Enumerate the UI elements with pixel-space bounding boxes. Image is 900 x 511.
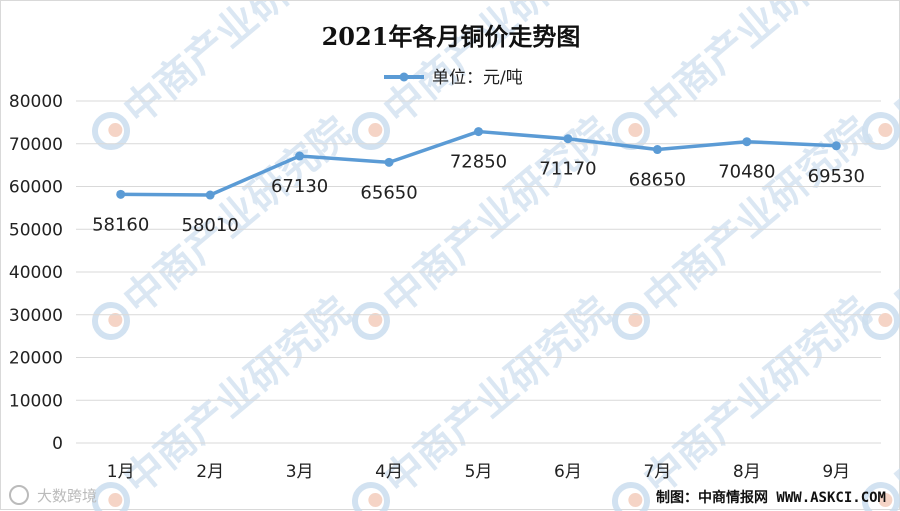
x-tick-label: 8月	[733, 462, 761, 482]
watermark-logo-dot	[108, 122, 123, 137]
watermark-logo-icon	[612, 482, 650, 511]
brand-logo: 大数跨境	[9, 485, 97, 505]
y-tick-label: 60000	[9, 178, 63, 198]
y-tick-label: 80000	[9, 92, 63, 112]
watermark-logo-icon	[92, 302, 130, 340]
data-point	[474, 127, 483, 137]
watermark-logo-dot	[368, 312, 383, 327]
watermark-logo-icon	[612, 302, 650, 340]
data-label: 58160	[92, 214, 149, 235]
watermark-logo-dot	[628, 122, 643, 137]
data-label: 67130	[271, 176, 328, 197]
watermark-logo-icon	[352, 482, 390, 511]
legend-label: 单位：元/吨	[432, 68, 523, 88]
watermark-text: 中商产业研究院	[115, 289, 359, 504]
series-layer	[116, 127, 841, 200]
data-point	[384, 157, 394, 167]
data-label: 65650	[360, 182, 417, 203]
data-point	[116, 189, 126, 199]
watermark-logo-dot	[368, 122, 383, 137]
chart-title: 2021年各月铜价走势图	[322, 22, 581, 51]
watermark-logo-dot	[628, 492, 643, 507]
x-tick-label: 9月	[822, 462, 850, 482]
x-tick-label: 6月	[554, 462, 582, 482]
data-label: 71170	[539, 159, 596, 180]
data-label: 72850	[450, 152, 507, 173]
y-tick-label: 10000	[9, 391, 63, 411]
data-point	[652, 145, 662, 155]
x-axis: 1月 2月 3月 4月 5月 6月 7月 8月 9月	[107, 462, 850, 482]
y-tick-label: 0	[52, 434, 63, 454]
x-tick-label: 7月	[643, 462, 671, 482]
data-point	[205, 190, 215, 200]
brand-logo-icon	[9, 485, 29, 505]
watermark-logo-dot	[878, 122, 893, 137]
data-point	[831, 141, 841, 151]
x-tick-label: 4月	[375, 462, 403, 482]
y-tick-label: 40000	[9, 263, 63, 283]
data-point	[742, 137, 752, 147]
legend-marker	[399, 72, 409, 82]
data-label: 68650	[629, 170, 686, 191]
source-note: 制图：中商情报网 WWW.ASKCI.COM	[656, 489, 886, 506]
y-axis: 0 10000 20000 30000 40000 50000 60000 70000 8000…	[9, 92, 63, 454]
watermark-logo-icon	[862, 112, 900, 150]
data-point	[295, 151, 305, 161]
watermark-logo-icon	[862, 482, 900, 511]
x-tick-label: 2月	[196, 462, 224, 482]
x-tick-label: 5月	[465, 462, 493, 482]
data-label: 69530	[808, 166, 865, 187]
x-tick-label: 1月	[107, 462, 135, 482]
watermark-logo-dot	[108, 492, 123, 507]
x-tick-label: 3月	[286, 462, 314, 482]
watermark-logo-dot	[878, 312, 893, 327]
watermark-logo-dot	[628, 312, 643, 327]
watermark-logo-icon	[862, 302, 900, 340]
watermark-logo-icon	[352, 302, 390, 340]
y-tick-label: 50000	[9, 220, 63, 240]
y-tick-label: 30000	[9, 306, 63, 326]
data-point	[563, 134, 573, 144]
watermark-text: 中商产业研究院	[375, 289, 619, 504]
watermark-logo-icon	[92, 482, 130, 511]
watermark-logo-dot	[368, 492, 383, 507]
legend: 单位：元/吨	[384, 68, 523, 88]
y-tick-label: 70000	[9, 135, 63, 155]
data-label-layer: 58160 58010 67130 65650 72850 71170 68650 70480…	[92, 152, 865, 236]
watermark-logo-dot	[108, 312, 123, 327]
brand-logo-text: 大数跨境	[37, 487, 97, 505]
watermark-logo-dot	[878, 492, 893, 507]
y-tick-label: 20000	[9, 349, 63, 369]
data-label: 58010	[182, 215, 239, 236]
data-label: 70480	[718, 162, 775, 183]
